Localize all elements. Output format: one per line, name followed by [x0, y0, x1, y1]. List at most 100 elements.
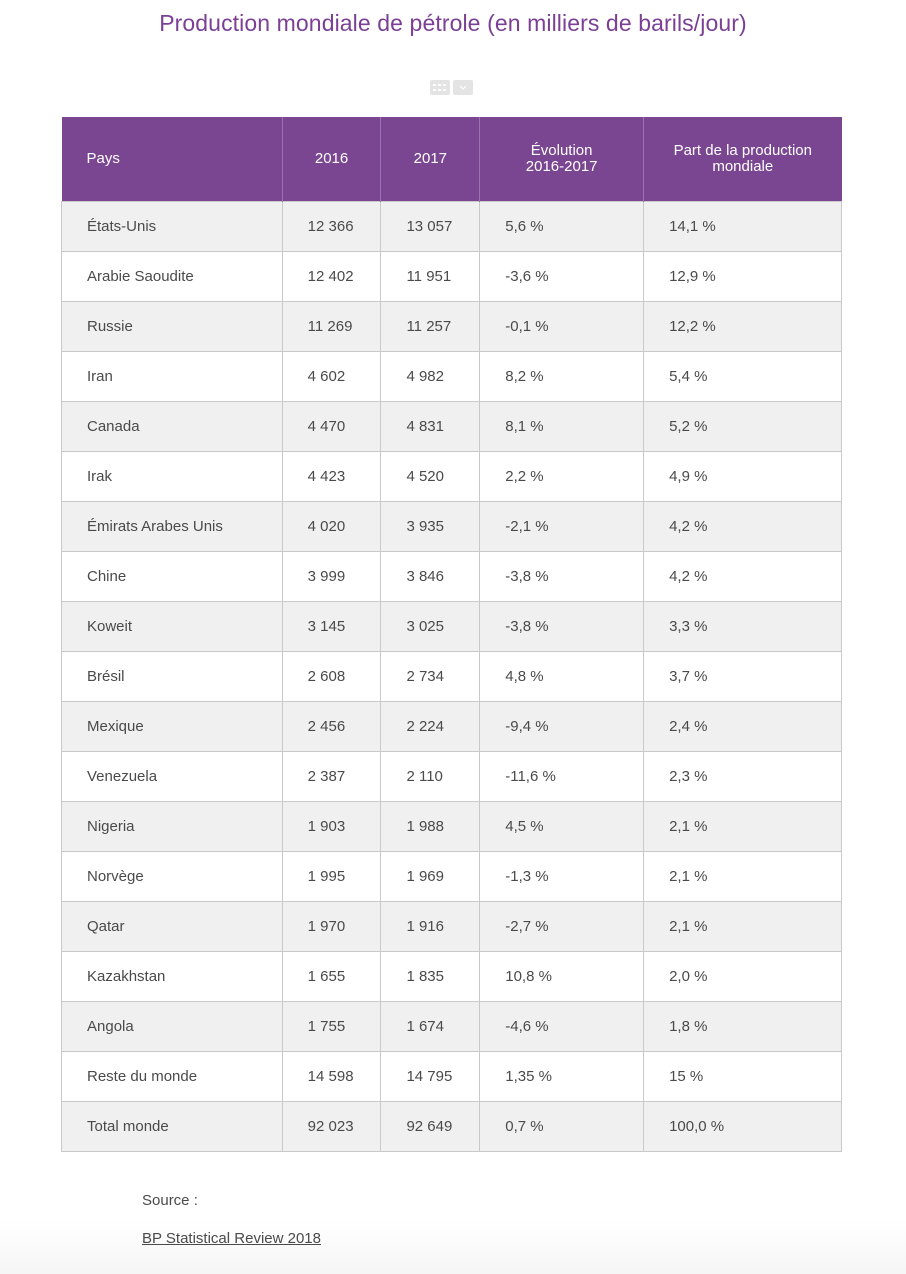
table-header-row: Pays 2016 2017 Évolution 2016-2017 Part … — [61, 117, 842, 202]
table-row: Qatar 1 970 1 916 -2,7 % 2,1 % — [61, 901, 842, 952]
cell-y2017: 2 224 — [380, 701, 481, 752]
cell-pays: Qatar — [61, 901, 283, 952]
cell-y2017: 1 969 — [380, 851, 481, 902]
cell-y2017: 3 846 — [380, 551, 481, 602]
cell-pays: Nigeria — [61, 801, 283, 852]
table-row: Norvège 1 995 1 969 -1,3 % 2,1 % — [61, 851, 842, 902]
cell-y2016: 2 608 — [281, 651, 382, 702]
table-row: Kazakhstan 1 655 1 835 10,8 % 2,0 % — [61, 951, 842, 1002]
table-body: États-Unis 12 366 13 057 5,6 % 14,1 % Arabie … — [61, 201, 842, 1152]
table-row: Arabie Saoudite 12 402 11 951 -3,6 % 12,9 % — [61, 251, 842, 302]
cell-y2017: 13 057 — [380, 201, 481, 252]
cell-part: 4,2 % — [643, 501, 842, 552]
cell-evolution: -3,6 % — [479, 251, 645, 302]
cell-evolution: 1,35 % — [479, 1051, 645, 1102]
cell-part: 4,2 % — [643, 551, 842, 602]
cell-y2016: 3 145 — [281, 601, 382, 652]
cell-y2017: 14 795 — [380, 1051, 481, 1102]
cell-pays: Norvège — [61, 851, 283, 902]
cell-part: 3,7 % — [643, 651, 842, 702]
cell-y2016: 4 020 — [281, 501, 382, 552]
source-link[interactable]: BP Statistical Review 2018 — [142, 1230, 321, 1247]
cell-part: 12,9 % — [643, 251, 842, 302]
header-evolution: Évolution 2016-2017 — [479, 117, 644, 202]
table-row: Brésil 2 608 2 734 4,8 % 3,7 % — [61, 651, 842, 702]
cell-part: 2,4 % — [643, 701, 842, 752]
table-row: Koweit 3 145 3 025 -3,8 % 3,3 % — [61, 601, 842, 652]
cell-y2016: 14 598 — [281, 1051, 382, 1102]
table-row: Nigeria 1 903 1 988 4,5 % 2,1 % — [61, 801, 842, 852]
cell-pays: Total monde — [61, 1101, 283, 1152]
cell-part: 14,1 % — [643, 201, 842, 252]
cell-pays: Russie — [61, 301, 283, 352]
table-row: Russie 11 269 11 257 -0,1 % 12,2 % — [61, 301, 842, 352]
cell-evolution: -3,8 % — [479, 551, 645, 602]
cell-y2016: 4 470 — [281, 401, 382, 452]
cell-part: 2,0 % — [643, 951, 842, 1002]
cell-part: 12,2 % — [643, 301, 842, 352]
cell-evolution: 4,5 % — [479, 801, 645, 852]
table-row: Total monde 92 023 92 649 0,7 % 100,0 % — [61, 1101, 842, 1152]
cell-y2016: 2 456 — [281, 701, 382, 752]
header-evolution-line1: Évolution — [530, 142, 593, 159]
cell-y2016: 1 970 — [281, 901, 382, 952]
cell-y2017: 11 951 — [380, 251, 481, 302]
cell-y2016: 12 402 — [281, 251, 382, 302]
table-row: Venezuela 2 387 2 110 -11,6 % 2,3 % — [61, 751, 842, 802]
source-label: Source : — [142, 1192, 198, 1209]
cell-y2017: 1 835 — [380, 951, 481, 1002]
header-part-line2: mondiale — [712, 158, 774, 175]
cell-pays: Arabie Saoudite — [61, 251, 283, 302]
grid-view-button[interactable] — [430, 80, 450, 95]
table-row: Iran 4 602 4 982 8,2 % 5,4 % — [61, 351, 842, 402]
cell-y2017: 4 520 — [380, 451, 481, 502]
cell-evolution: 4,8 % — [479, 651, 645, 702]
cell-y2016: 1 755 — [281, 1001, 382, 1052]
cell-evolution: -11,6 % — [479, 751, 645, 802]
cell-y2016: 92 023 — [281, 1101, 382, 1152]
dropdown-button[interactable] — [453, 80, 473, 95]
cell-part: 1,8 % — [643, 1001, 842, 1052]
cell-part: 2,3 % — [643, 751, 842, 802]
table-row: Chine 3 999 3 846 -3,8 % 4,2 % — [61, 551, 842, 602]
cell-evolution: -0,1 % — [479, 301, 645, 352]
cell-evolution: 8,2 % — [479, 351, 645, 402]
table-row: Angola 1 755 1 674 -4,6 % 1,8 % — [61, 1001, 842, 1052]
cell-pays: Venezuela — [61, 751, 283, 802]
cell-y2016: 11 269 — [281, 301, 382, 352]
grid-icon — [433, 83, 447, 92]
cell-pays: Irak — [61, 451, 283, 502]
cell-y2017: 1 674 — [380, 1001, 481, 1052]
cell-pays: Brésil — [61, 651, 283, 702]
header-2017: 2017 — [380, 117, 480, 202]
cell-pays: Canada — [61, 401, 283, 452]
table-row: États-Unis 12 366 13 057 5,6 % 14,1 % — [61, 201, 842, 252]
header-part-line1: Part de la production — [673, 142, 812, 159]
page-title: Production mondiale de pétrole (en milli… — [159, 10, 747, 36]
cell-pays: Iran — [61, 351, 283, 402]
cell-part: 2,1 % — [643, 901, 842, 952]
table-row: Canada 4 470 4 831 8,1 % 5,2 % — [61, 401, 842, 452]
cell-evolution: -2,7 % — [479, 901, 645, 952]
cell-part: 5,4 % — [643, 351, 842, 402]
cell-evolution: -2,1 % — [479, 501, 645, 552]
table-toolbar — [430, 80, 473, 95]
table-row: Irak 4 423 4 520 2,2 % 4,9 % — [61, 451, 842, 502]
cell-y2017: 92 649 — [380, 1101, 481, 1152]
cell-pays: Émirats Arabes Unis — [61, 501, 283, 552]
oil-production-table: Pays 2016 2017 Évolution 2016-2017 Part … — [61, 117, 842, 1152]
cell-y2016: 1 995 — [281, 851, 382, 902]
header-pays: Pays — [61, 117, 283, 202]
table-row: Mexique 2 456 2 224 -9,4 % 2,4 % — [61, 701, 842, 752]
cell-y2017: 1 988 — [380, 801, 481, 852]
cell-evolution: -3,8 % — [479, 601, 645, 652]
cell-evolution: 5,6 % — [479, 201, 645, 252]
cell-y2017: 4 982 — [380, 351, 481, 402]
cell-pays: Reste du monde — [61, 1051, 283, 1102]
table-row: Émirats Arabes Unis 4 020 3 935 -2,1 % 4,2 % — [61, 501, 842, 552]
cell-evolution: -9,4 % — [479, 701, 645, 752]
cell-evolution: -4,6 % — [479, 1001, 645, 1052]
cell-y2016: 4 423 — [281, 451, 382, 502]
cell-y2016: 1 903 — [281, 801, 382, 852]
